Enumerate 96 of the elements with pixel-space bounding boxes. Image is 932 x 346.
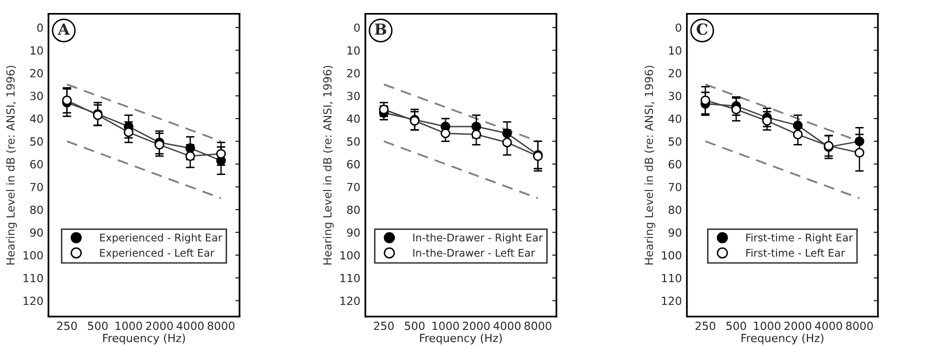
x-tick-label: 8000 <box>208 322 234 330</box>
point <box>378 104 389 114</box>
legend-label: In-the-Drawer - Right Ear <box>413 233 543 244</box>
y-tick-label: 100 <box>662 251 682 260</box>
annotation: B <box>374 24 386 35</box>
y-tick-label: 120 <box>662 296 682 306</box>
point <box>502 128 512 138</box>
y-tick-label: 50 <box>30 137 43 146</box>
x-tick-label: 250 <box>374 322 394 330</box>
y-tick-label: 30 <box>668 92 682 100</box>
point <box>792 120 803 130</box>
x-axis-title: Frequency (Hz) <box>103 334 185 344</box>
y-tick-label: 40 <box>30 114 43 123</box>
y-axis-title: Hearing Level in dB (re: ANSI, 1996) <box>6 66 17 264</box>
y-tick-label: 30 <box>30 92 43 100</box>
y-tick-label: 110 <box>24 274 43 282</box>
point <box>440 128 450 138</box>
y-tick-label: 80 <box>668 206 682 214</box>
y-tick-label: 90 <box>30 228 43 237</box>
legend-label: First-time - Left Ear <box>746 248 846 257</box>
point <box>700 95 710 106</box>
point <box>762 116 772 126</box>
y-tick-label: 10 <box>348 46 360 55</box>
x-tick-label: 1000 <box>116 322 142 330</box>
x-tick-label: 8000 <box>846 322 873 330</box>
x-tick-label: 4000 <box>815 322 842 330</box>
x-tick-label: 8000 <box>524 322 552 330</box>
x-axis-title: Frequency (Hz) <box>420 334 502 344</box>
y-tick-label: 50 <box>668 137 682 146</box>
x-tick-label: 2000 <box>146 322 173 330</box>
x-tick-label: 2000 <box>784 322 812 330</box>
y-tick-label: 10 <box>30 46 43 55</box>
x-tick-label: 4000 <box>494 322 520 330</box>
y-tick-label: 40 <box>668 114 682 123</box>
point <box>185 143 196 154</box>
x-tick-label: 500 <box>726 322 746 330</box>
x-tick-label: 500 <box>88 322 108 330</box>
point <box>792 130 803 140</box>
x-tick-label: 1000 <box>754 322 780 330</box>
y-tick-label: 80 <box>30 206 43 214</box>
point <box>185 151 196 161</box>
y-tick-label: 110 <box>662 274 682 282</box>
point <box>731 104 742 114</box>
y-tick-label: 30 <box>347 92 360 100</box>
x-tick-label: 250 <box>57 322 77 330</box>
point <box>62 95 72 106</box>
y-tick-label: 120 <box>24 296 43 306</box>
y-tick-label: 110 <box>340 274 360 282</box>
y-tick-label: 100 <box>340 251 360 260</box>
y-tick-label: 60 <box>30 160 43 168</box>
line-series <box>382 140 539 200</box>
y-tick-label: 70 <box>347 182 360 192</box>
point <box>854 148 864 158</box>
point <box>154 140 164 150</box>
y-tick-label: 50 <box>347 137 360 146</box>
y-tick-label: 0 <box>354 23 360 32</box>
line-series <box>66 140 222 200</box>
y-tick-label: 100 <box>24 251 43 260</box>
y-tick-label: 20 <box>30 69 43 78</box>
line-series <box>704 140 860 200</box>
x-axis-title: Frequency (Hz) <box>742 334 824 344</box>
legend-label: In-the-Drawer - Left Ear <box>413 248 535 257</box>
y-tick-label: 70 <box>30 182 43 192</box>
y-tick-label: 90 <box>347 228 360 237</box>
y-tick-label: 10 <box>669 46 682 55</box>
y-tick-label: 0 <box>37 23 43 32</box>
y-tick-label: 20 <box>668 69 682 78</box>
point <box>216 148 226 159</box>
y-tick-label: 60 <box>668 160 682 168</box>
annotation: A <box>58 24 70 35</box>
x-tick-label: 500 <box>404 322 425 330</box>
x-tick-label: 1000 <box>432 322 459 330</box>
legend-label: Experienced - Right Ear <box>100 233 222 244</box>
point <box>854 136 864 146</box>
point <box>502 138 512 148</box>
x-tick-label: 4000 <box>176 322 204 330</box>
x-tick-label: 250 <box>696 322 716 330</box>
y-tick-label: 70 <box>668 182 682 192</box>
y-tick-label: 60 <box>347 160 360 168</box>
y-tick-label: 20 <box>347 69 360 78</box>
y-tick-label: 90 <box>668 228 682 237</box>
annotation: C <box>696 23 708 35</box>
line-series <box>382 84 539 142</box>
x-tick-label: 2000 <box>462 322 490 330</box>
y-tick-label: 80 <box>347 206 360 214</box>
point <box>471 130 482 140</box>
y-axis-title: Hearing Level in dB (re: ANSI, 1996) <box>644 66 656 264</box>
y-tick-label: 0 <box>676 23 682 32</box>
legend-label: First-time - Right Ear <box>746 233 853 244</box>
y-tick-label: 120 <box>340 296 360 306</box>
y-axis-title: Hearing Level in dB (re: ANSI, 1996) <box>322 66 334 264</box>
legend-label: Experienced - Left Ear <box>100 248 214 259</box>
point <box>471 122 482 132</box>
y-tick-label: 40 <box>346 114 360 123</box>
line-series <box>66 84 222 142</box>
point <box>124 127 134 138</box>
